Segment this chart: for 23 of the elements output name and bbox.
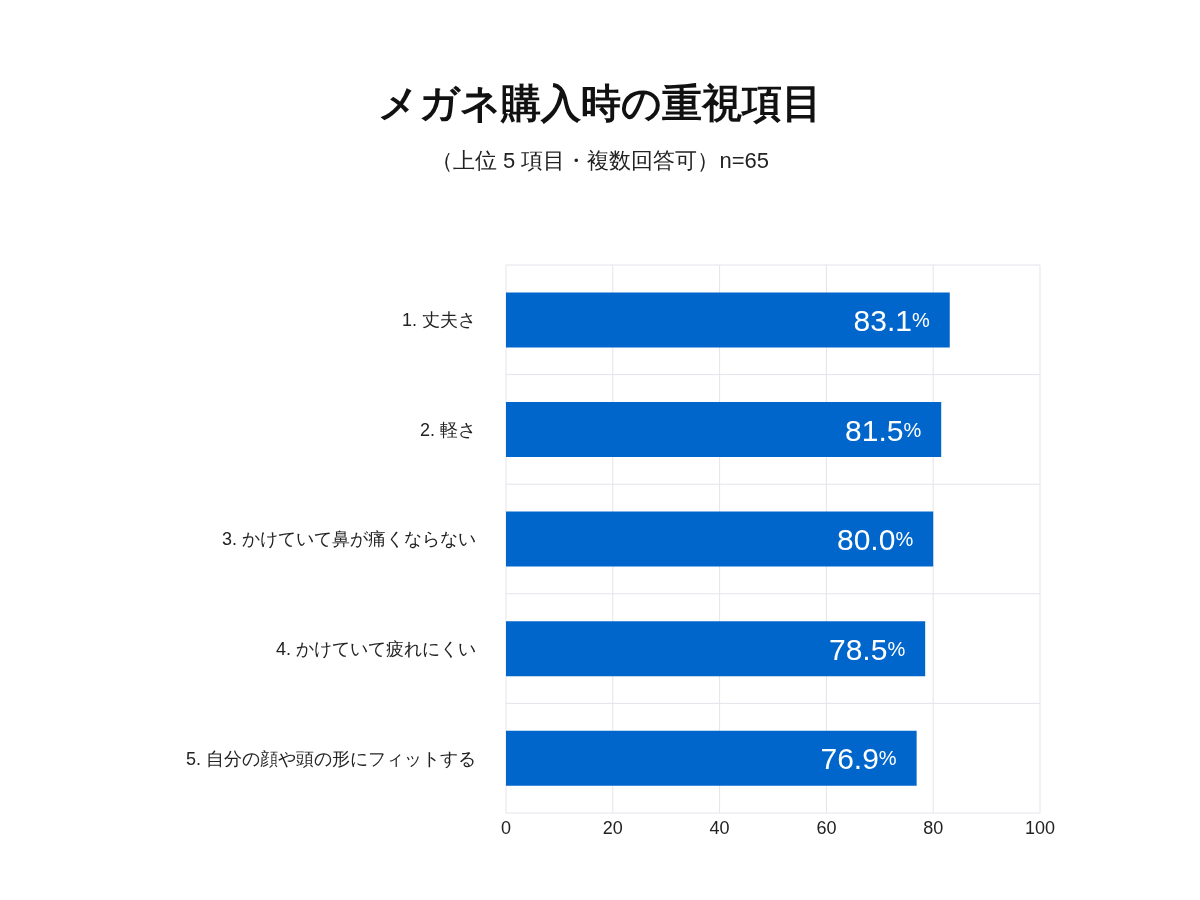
bar — [506, 621, 926, 677]
x-tick-label: 100 — [1024, 817, 1056, 838]
x-tick-label: 80 — [923, 817, 944, 838]
x-tick-label: 20 — [602, 817, 623, 838]
bar — [506, 511, 934, 567]
x-tick-label: 40 — [709, 817, 730, 838]
data-label: 80.0% — [837, 522, 914, 556]
x-tick-label: 60 — [816, 817, 837, 838]
y-tick-label: 3. かけていて鼻が痛くならない — [221, 529, 476, 550]
data-label: 76.9% — [820, 741, 897, 775]
data-label: 81.5% — [845, 413, 922, 446]
bar — [506, 292, 950, 348]
y-tick-label: 1. 丈夫さ — [401, 310, 476, 331]
y-tick-label: 2. 軽さ — [419, 419, 476, 440]
data-label: 83.1% — [853, 303, 930, 337]
chart-subtitle: （上位 5 項目・複数回答可）n=65 — [430, 147, 770, 175]
y-tick-label: 5. 自分の顔や頭の形にフィットする — [185, 748, 476, 769]
bar — [506, 730, 917, 786]
chart-title: メガネ購入時の重視項目 — [377, 80, 823, 127]
bar — [506, 402, 942, 457]
y-tick-label: 4. かけていて疲れにくい — [275, 638, 476, 659]
x-tick-label: 0 — [500, 817, 512, 838]
data-label: 78.5% — [829, 632, 906, 666]
